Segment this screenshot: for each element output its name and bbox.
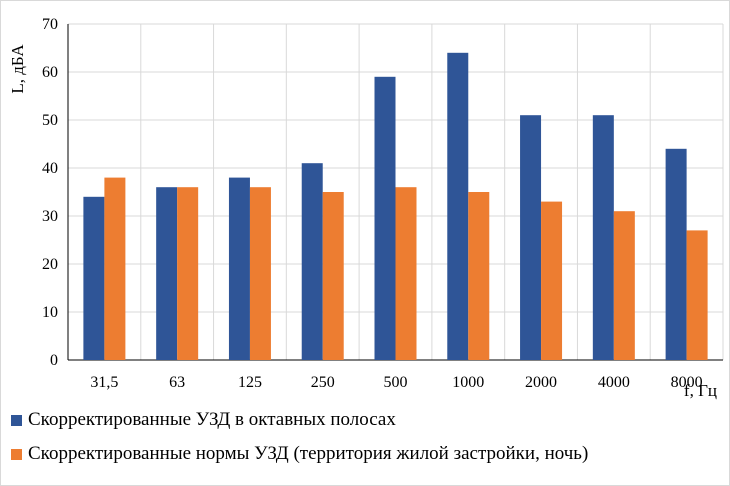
legend-swatch-orange [11,448,22,460]
x-tick-label: 250 [311,374,335,391]
bar-norm-125 [249,187,271,360]
x-tick-label: 2000 [525,374,557,391]
y-tick-labels: 0 10 20 30 40 50 60 70 [42,16,58,369]
x-tick-labels: 31,5 63 125 250 500 1000 2000 4000 8000 [90,374,702,391]
bar-norm-500 [395,187,417,360]
bar-norm-1000 [468,192,490,360]
bars [83,52,708,361]
bar-measured-1000 [447,52,469,361]
bar-measured-8000 [665,148,687,360]
bar-measured-63 [156,187,178,360]
x-tick-label: 31,5 [90,374,118,391]
x-tick-label: 8000 [671,374,703,391]
bar-measured-31,5 [83,196,105,360]
y-tick-label: 60 [42,64,58,81]
bar-measured-4000 [592,115,614,360]
x-tick-label: 63 [169,374,185,391]
x-tick-label: 4000 [598,374,630,391]
y-tick-label: 30 [42,208,58,225]
bar-chart: 0 10 20 30 40 50 60 70 31,5 63 125 250 500 1000 2000 4… [8,16,724,400]
bar-measured-125 [228,177,250,360]
bar-norm-63 [177,187,199,360]
y-tick-label: 0 [50,352,58,369]
y-tick-label: 40 [42,160,58,177]
legend-item-series-1: Скорректированные УЗД в октавных полосах [11,403,726,437]
bar-measured-250 [301,163,323,360]
x-tick-label: 500 [384,374,408,391]
y-tick-label: 70 [42,16,58,33]
bar-norm-8000 [686,230,708,360]
x-tick-label: 125 [238,374,262,391]
bar-norm-2000 [541,201,563,360]
legend-label: Скорректированные нормы УЗД (территория … [28,443,589,464]
bar-norm-4000 [613,211,635,360]
y-axis-label: L, дБА [8,44,27,94]
legend-swatch-blue [11,414,22,426]
x-tick-label: 1000 [452,374,484,391]
x-axis-label: f, Гц [684,381,717,400]
y-tick-label: 20 [42,256,58,273]
legend-label: Скорректированные УЗД в октавных полосах [28,409,396,430]
legend-item-series-2: Скорректированные нормы УЗД (территория … [11,437,726,471]
y-tick-label: 10 [42,304,58,321]
bar-measured-500 [374,76,396,361]
y-tick-label: 50 [42,112,58,129]
bar-norm-250 [322,192,344,360]
bar-measured-2000 [520,115,542,360]
bar-norm-31,5 [104,177,126,360]
legend: Скорректированные УЗД в октавных полосах… [11,403,726,471]
